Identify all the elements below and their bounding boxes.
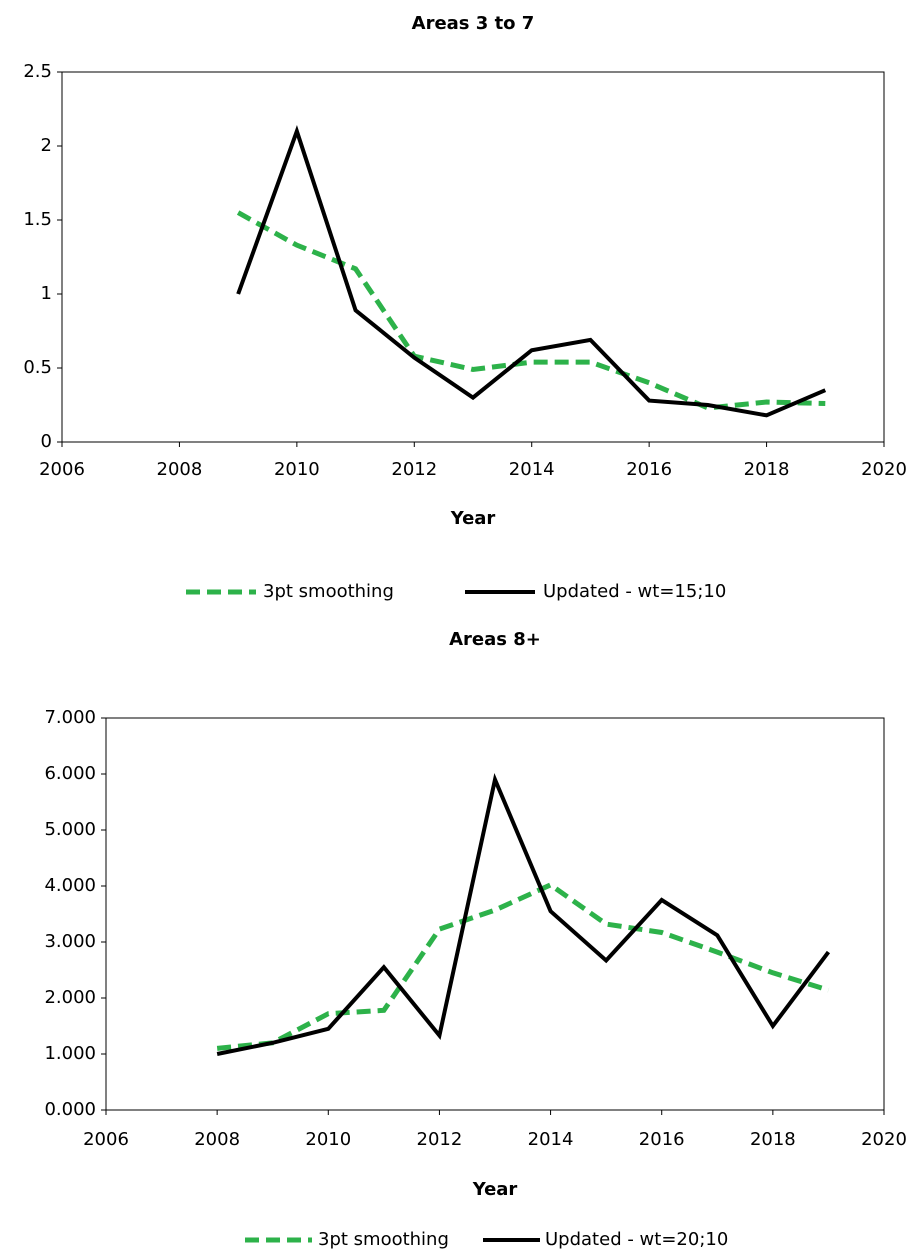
y-tick-label: 1.000 (44, 1043, 96, 1064)
x-axis-label: Year (472, 1179, 518, 1200)
x-tick-label: 2018 (750, 1129, 796, 1150)
x-axis-label: Year (450, 508, 496, 529)
y-tick-label: 3.000 (44, 931, 96, 952)
series-line (216, 882, 830, 1051)
series-line (236, 210, 826, 411)
x-tick-label: 2020 (861, 1129, 907, 1150)
x-tick-label: 2010 (274, 459, 320, 480)
x-tick-label: 2006 (39, 459, 85, 480)
x-tick-label: 2020 (861, 459, 907, 480)
legend-label: Updated - wt=15;10 (543, 581, 726, 602)
plot-area (105, 717, 885, 1111)
x-tick-label: 2012 (391, 459, 437, 480)
legend-label: 3pt smoothing (263, 581, 394, 602)
x-tick-label: 2014 (509, 459, 555, 480)
series-line (216, 773, 831, 1056)
x-tick-label: 2018 (744, 459, 790, 480)
x-tick-label: 2014 (528, 1129, 574, 1150)
y-tick-label: 2.5 (23, 61, 52, 82)
y-tick-label: 0.5 (23, 357, 52, 378)
y-tick-label: 1 (41, 283, 52, 304)
y-tick-label: 5.000 (44, 819, 96, 840)
chart-title: Areas 8+ (449, 629, 541, 650)
legend-label: 3pt smoothing (318, 1229, 449, 1250)
y-tick-label: 2 (41, 135, 52, 156)
x-tick-label: 2016 (639, 1129, 685, 1150)
y-tick-label: 7.000 (44, 707, 96, 728)
x-tick-label: 2012 (417, 1129, 463, 1150)
x-tick-label: 2016 (626, 459, 672, 480)
x-tick-label: 2006 (83, 1129, 129, 1150)
y-tick-label: 6.000 (44, 763, 96, 784)
chart-title: Areas 3 to 7 (412, 13, 535, 34)
x-tick-label: 2008 (194, 1129, 240, 1150)
legend-label: Updated - wt=20;10 (545, 1229, 728, 1250)
y-tick-label: 2.000 (44, 987, 96, 1008)
plot-area (61, 71, 885, 443)
x-tick-label: 2010 (305, 1129, 351, 1150)
y-tick-label: 0.000 (44, 1099, 96, 1120)
y-tick-label: 4.000 (44, 875, 96, 896)
series-line (236, 125, 827, 418)
y-tick-label: 0 (41, 431, 52, 452)
y-tick-label: 1.5 (23, 209, 52, 230)
x-tick-label: 2008 (157, 459, 203, 480)
